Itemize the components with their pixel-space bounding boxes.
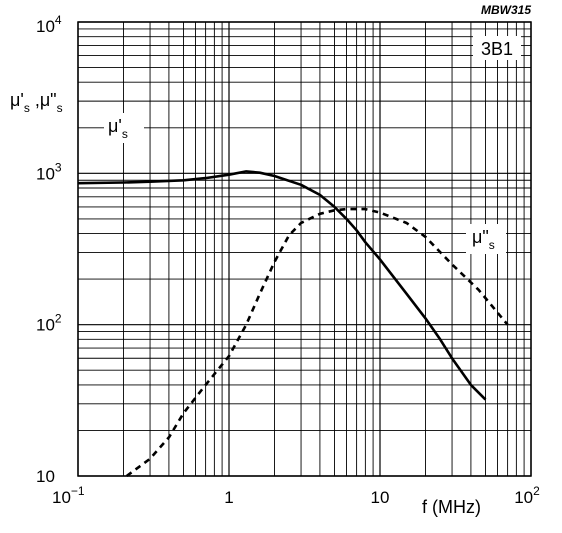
plot-frame [77,21,532,477]
y-tick-label: 104 [36,13,62,36]
y-axis-label: μ's ,μ"s [6,84,72,115]
y-tick-label: 102 [36,312,62,335]
grid [77,21,532,477]
series-line-mu-s-double-prime [125,207,509,478]
material-label: 3B1 [481,39,513,59]
y-tick-label: 10 [36,467,55,486]
x-axis-label: f (MHz) [418,492,502,520]
x-tick-label: 1 [224,488,233,507]
material-label-box [473,36,521,60]
x-tick-label: 102 [514,484,540,507]
svg-text:f (MHz): f (MHz) [422,497,481,517]
series-label-mu-s-double-prime: μ"s [466,224,506,254]
x-tick-label: 10 [371,488,390,507]
figure-code: MBW315 [481,3,531,17]
series-label-mu-s-prime: μ's [104,113,144,143]
tick-labels: 10−1 1 10 102 10 102 103 104 [36,13,540,507]
series-layer [77,170,509,478]
series-line-mu-s-prime [77,170,487,401]
x-tick-label: 10−1 [52,484,85,507]
y-tick-label: 103 [36,160,62,183]
